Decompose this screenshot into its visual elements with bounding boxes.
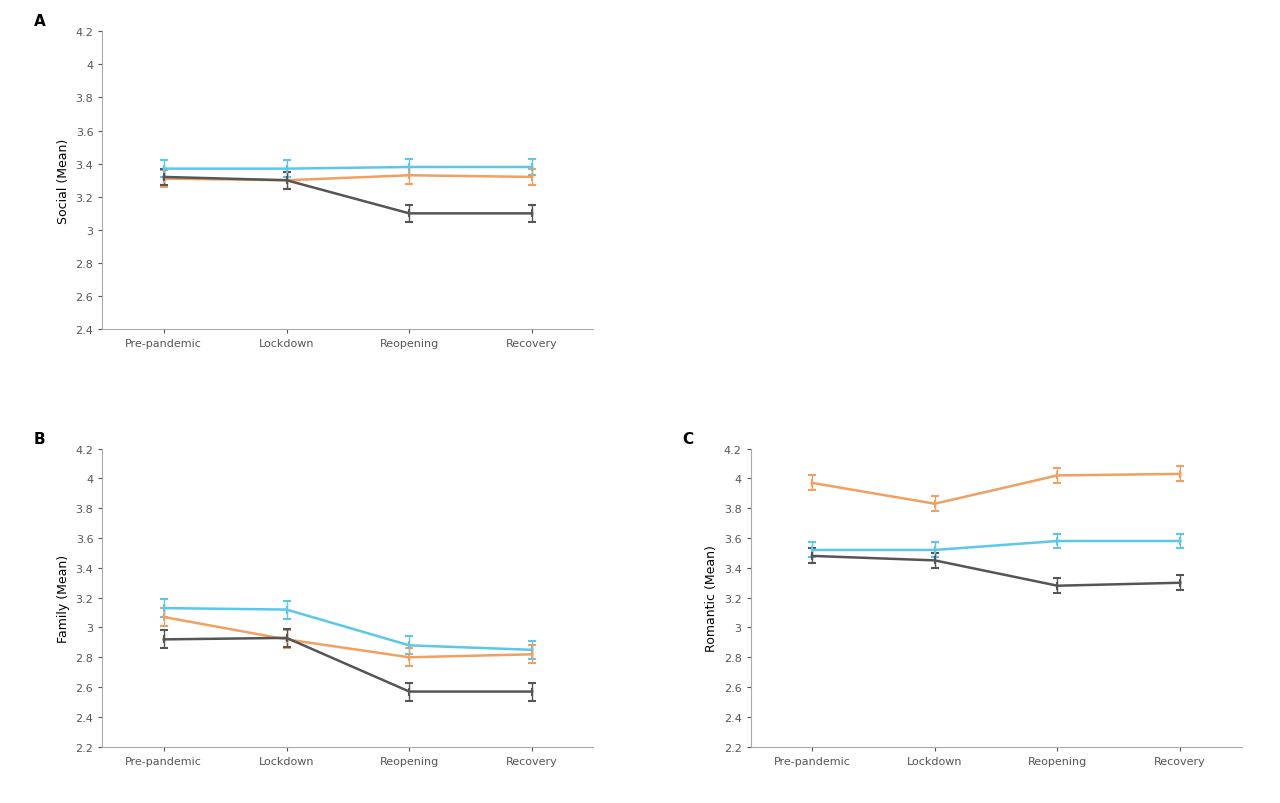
Text: B: B bbox=[33, 431, 45, 446]
Y-axis label: Romantic (Mean): Romantic (Mean) bbox=[705, 544, 718, 651]
Text: C: C bbox=[682, 431, 692, 446]
Text: A: A bbox=[33, 14, 45, 29]
Y-axis label: Family (Mean): Family (Mean) bbox=[56, 554, 70, 642]
Y-axis label: Social (Mean): Social (Mean) bbox=[56, 138, 70, 223]
